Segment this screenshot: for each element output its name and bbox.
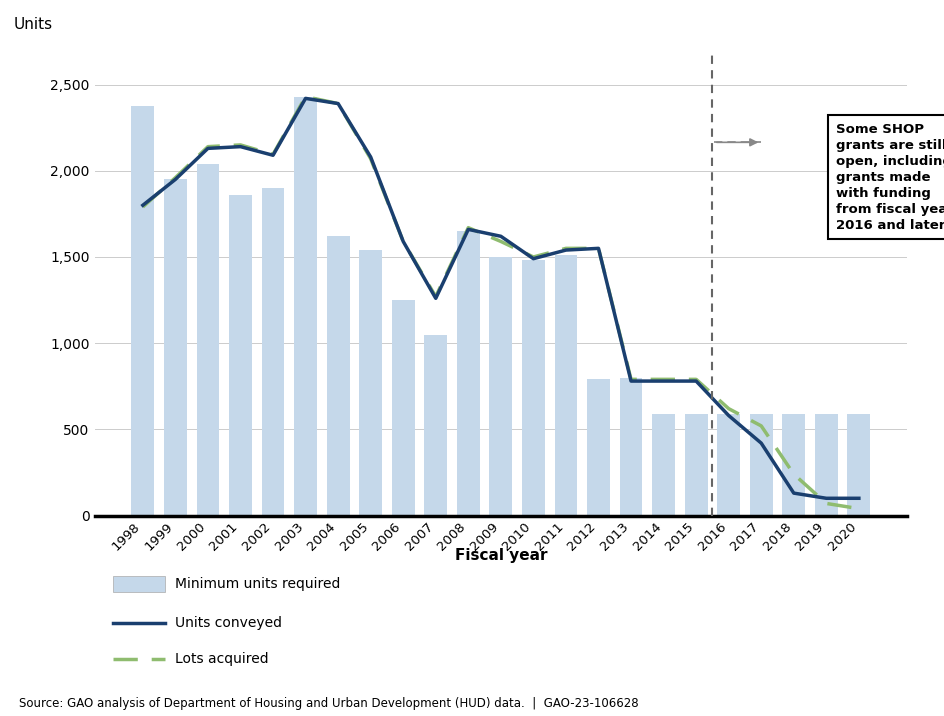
Bar [294, 97, 316, 516]
Text: Units: Units [13, 16, 52, 32]
Units conveyed [299, 94, 311, 102]
Lots acquired [690, 375, 701, 384]
Units conveyed [137, 201, 148, 210]
Bar [619, 379, 642, 516]
Bar [716, 414, 739, 516]
Lots acquired [364, 155, 376, 163]
Bar [554, 255, 577, 516]
Units conveyed [690, 377, 701, 385]
Lots acquired [722, 405, 733, 413]
Bar [196, 164, 219, 516]
Text: Units conveyed: Units conveyed [175, 616, 281, 630]
Text: Minimum units required: Minimum units required [175, 576, 340, 591]
Lots acquired [137, 203, 148, 211]
Units conveyed [560, 246, 571, 254]
Bar [131, 106, 154, 516]
Text: Fiscal year: Fiscal year [454, 548, 547, 563]
Units conveyed [755, 439, 767, 448]
Bar [261, 188, 284, 516]
Bar [164, 180, 187, 516]
Bar [749, 414, 772, 516]
Lots acquired [234, 140, 245, 149]
Bar [782, 414, 804, 516]
Bar [814, 414, 836, 516]
Units conveyed [332, 100, 344, 108]
Bar [424, 334, 447, 516]
Bar [521, 261, 544, 516]
Lots acquired [170, 173, 181, 182]
Units conveyed [364, 153, 376, 161]
Lots acquired [787, 470, 799, 478]
Bar [327, 236, 349, 516]
Line: Units conveyed: Units conveyed [143, 98, 858, 498]
Lots acquired [527, 253, 538, 261]
Units conveyed [234, 142, 245, 151]
Lots acquired [625, 375, 636, 384]
Lots acquired [560, 244, 571, 253]
Units conveyed [592, 244, 603, 253]
Lots acquired [852, 504, 864, 513]
Units conveyed [722, 411, 733, 420]
Units conveyed [430, 294, 441, 303]
Lots acquired [202, 142, 213, 151]
Units conveyed [852, 494, 864, 503]
Lots acquired [299, 92, 311, 101]
Units conveyed [787, 489, 799, 498]
Text: Some SHOP
grants are still
open, including
grants made
with funding
from fiscal : Some SHOP grants are still open, includi… [835, 122, 944, 231]
Line: Lots acquired: Lots acquired [143, 97, 858, 508]
Units conveyed [170, 175, 181, 184]
Lots acquired [463, 223, 474, 232]
Lots acquired [819, 499, 831, 508]
Bar [228, 195, 252, 516]
Text: Source: GAO analysis of Department of Housing and Urban Development (HUD) data. : Source: GAO analysis of Department of Ho… [19, 697, 638, 710]
Units conveyed [527, 254, 538, 263]
Units conveyed [463, 225, 474, 233]
Units conveyed [202, 144, 213, 153]
Units conveyed [397, 237, 409, 246]
Lots acquired [430, 292, 441, 301]
Lots acquired [657, 375, 668, 384]
Bar [586, 379, 609, 516]
Lots acquired [267, 150, 278, 159]
Lots acquired [592, 244, 603, 253]
Units conveyed [625, 377, 636, 385]
Bar [359, 250, 381, 516]
Lots acquired [755, 422, 767, 430]
Text: Lots acquired: Lots acquired [175, 652, 268, 666]
Bar [489, 257, 512, 516]
Lots acquired [332, 100, 344, 108]
Bar [651, 414, 674, 516]
Lots acquired [495, 237, 506, 246]
Units conveyed [819, 494, 831, 503]
Units conveyed [267, 151, 278, 160]
Bar [457, 231, 480, 516]
Bar [847, 414, 869, 516]
Bar [392, 300, 414, 516]
Lots acquired [397, 237, 409, 246]
Bar [684, 414, 707, 516]
Units conveyed [657, 377, 668, 385]
Units conveyed [495, 232, 506, 241]
